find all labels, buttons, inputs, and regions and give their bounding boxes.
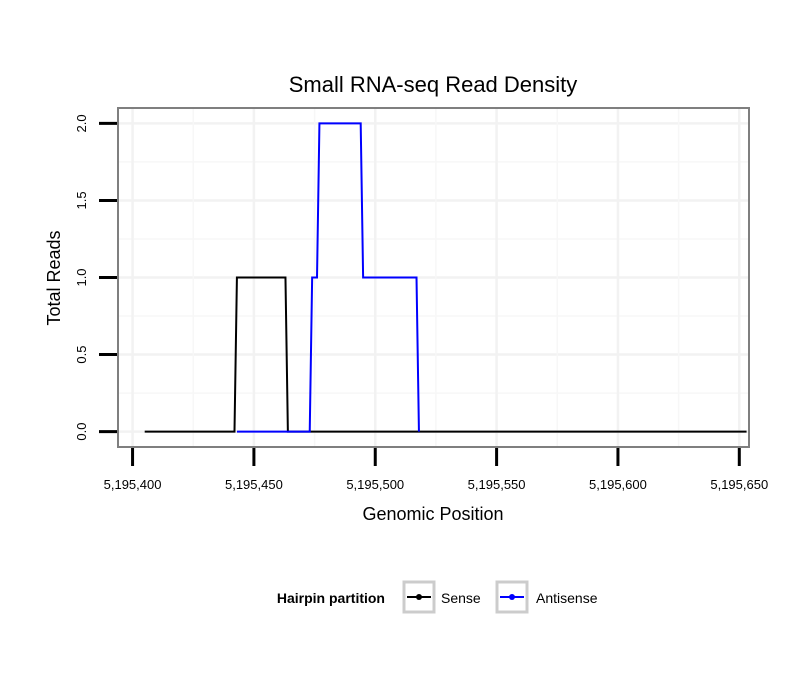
legend-item-antisense: Antisense xyxy=(495,580,598,614)
y-tick-label: 2.0 xyxy=(74,114,89,132)
legend: Hairpin partition Sense Antisense xyxy=(277,580,598,614)
legend-label-antisense: Antisense xyxy=(536,590,598,606)
x-tick-label: 5,195,650 xyxy=(710,477,768,492)
x-tick-label: 5,195,450 xyxy=(225,477,283,492)
legend-item-sense: Sense xyxy=(402,580,481,614)
x-tick-label: 5,195,400 xyxy=(104,477,162,492)
chart-title: Small RNA-seq Read Density xyxy=(289,72,578,97)
x-tick-label: 5,195,600 xyxy=(589,477,647,492)
y-axis: 0.0 0.5 1.0 1.5 2.0 xyxy=(74,114,117,441)
y-tick-label: 0.5 xyxy=(74,346,89,364)
legend-label-sense: Sense xyxy=(441,590,481,606)
y-tick-label: 1.5 xyxy=(74,191,89,209)
x-tick-label: 5,195,500 xyxy=(346,477,404,492)
y-axis-title: Total Reads xyxy=(44,230,64,325)
series-line-antisense xyxy=(236,122,420,433)
legend-key-antisense-point xyxy=(509,594,515,600)
y-tick-label: 0.0 xyxy=(74,423,89,441)
x-axis: 5,195,400 5,195,450 5,195,500 5,195,550 5,19… xyxy=(104,448,768,492)
legend-key-sense-point xyxy=(416,594,422,600)
series-line-sense xyxy=(144,276,747,433)
legend-title: Hairpin partition xyxy=(277,590,385,606)
plot-border xyxy=(117,107,750,448)
y-tick-label: 1.0 xyxy=(74,268,89,286)
grid xyxy=(118,108,749,447)
series-lines xyxy=(144,122,747,433)
x-axis-title: Genomic Position xyxy=(362,504,503,524)
x-tick-label: 5,195,550 xyxy=(468,477,526,492)
